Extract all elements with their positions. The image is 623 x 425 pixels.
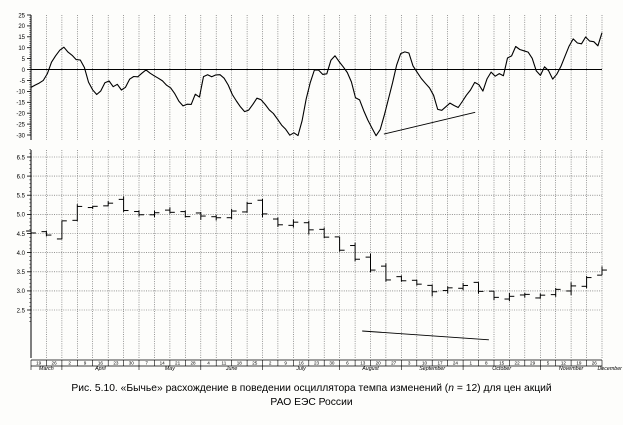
svg-text:3: 3 xyxy=(408,361,411,366)
svg-text:29: 29 xyxy=(530,361,536,366)
svg-text:November: November xyxy=(559,366,584,372)
svg-text:1: 1 xyxy=(470,361,473,366)
svg-text:18: 18 xyxy=(237,361,243,366)
svg-text:7: 7 xyxy=(145,361,148,366)
svg-text:6.0: 6.0 xyxy=(17,174,26,180)
svg-text:24: 24 xyxy=(453,361,459,366)
svg-text:9: 9 xyxy=(284,361,287,366)
svg-text:13: 13 xyxy=(360,361,366,366)
svg-text:-5: -5 xyxy=(20,79,26,85)
svg-text:4: 4 xyxy=(207,361,210,366)
svg-text:9: 9 xyxy=(84,361,87,366)
svg-text:June: June xyxy=(225,366,238,372)
svg-text:5.0: 5.0 xyxy=(17,213,26,219)
svg-text:8: 8 xyxy=(485,361,488,366)
svg-text:10: 10 xyxy=(422,361,428,366)
svg-text:19: 19 xyxy=(36,361,42,366)
svg-text:-20: -20 xyxy=(16,112,25,118)
svg-text:May: May xyxy=(165,366,175,372)
svg-text:30: 30 xyxy=(329,361,335,366)
svg-text:19: 19 xyxy=(576,361,582,366)
svg-text:16: 16 xyxy=(299,361,305,366)
svg-text:December: December xyxy=(597,366,622,372)
svg-text:-10: -10 xyxy=(16,90,25,96)
svg-text:21: 21 xyxy=(175,361,181,366)
svg-text:11: 11 xyxy=(222,361,227,366)
svg-text:-15: -15 xyxy=(16,101,25,107)
svg-text:26: 26 xyxy=(52,361,58,366)
svg-text:10: 10 xyxy=(18,46,25,52)
svg-text:5: 5 xyxy=(547,361,550,366)
svg-text:20: 20 xyxy=(18,24,25,30)
svg-text:March: March xyxy=(39,366,54,372)
svg-text:-25: -25 xyxy=(16,122,25,128)
svg-text:September: September xyxy=(419,366,445,372)
svg-text:4.5: 4.5 xyxy=(17,232,26,238)
svg-text:25: 25 xyxy=(252,361,258,366)
svg-text:6: 6 xyxy=(346,361,349,366)
svg-text:15: 15 xyxy=(18,35,25,41)
svg-text:3.0: 3.0 xyxy=(17,289,26,295)
svg-text:23: 23 xyxy=(113,361,119,366)
svg-text:17: 17 xyxy=(437,361,443,366)
svg-text:2.5: 2.5 xyxy=(17,308,26,314)
svg-text:July: July xyxy=(295,366,306,372)
svg-text:23: 23 xyxy=(314,361,320,366)
svg-text:15: 15 xyxy=(499,361,505,366)
svg-text:April: April xyxy=(94,366,106,372)
svg-text:5.5: 5.5 xyxy=(17,194,26,200)
svg-text:26: 26 xyxy=(592,361,598,366)
svg-text:2: 2 xyxy=(269,361,272,366)
svg-text:12: 12 xyxy=(561,361,567,366)
svg-text:20: 20 xyxy=(376,361,382,366)
svg-text:14: 14 xyxy=(160,361,166,366)
svg-text:4.0: 4.0 xyxy=(17,251,26,257)
svg-text:October: October xyxy=(492,366,511,372)
svg-text:August: August xyxy=(361,366,379,372)
svg-text:16: 16 xyxy=(98,361,104,366)
svg-text:28: 28 xyxy=(190,361,196,366)
svg-text:3.5: 3.5 xyxy=(17,270,26,276)
svg-text:27: 27 xyxy=(391,361,397,366)
svg-text:2: 2 xyxy=(68,361,71,366)
svg-text:-30: -30 xyxy=(16,133,25,139)
svg-text:22: 22 xyxy=(515,361,521,366)
svg-text:25: 25 xyxy=(18,13,25,19)
svg-text:30: 30 xyxy=(129,361,135,366)
svg-text:6.5: 6.5 xyxy=(17,155,26,161)
